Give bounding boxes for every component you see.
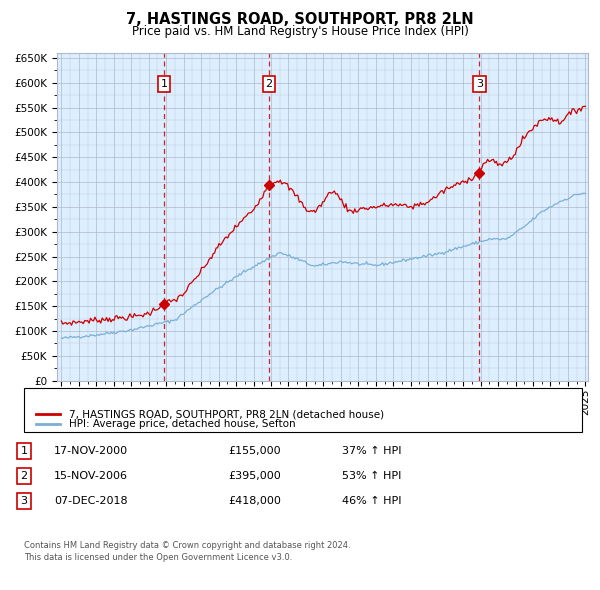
- Text: HPI: Average price, detached house, Sefton: HPI: Average price, detached house, Seft…: [69, 419, 296, 429]
- Text: Contains HM Land Registry data © Crown copyright and database right 2024.: Contains HM Land Registry data © Crown c…: [24, 541, 350, 550]
- Text: 46% ↑ HPI: 46% ↑ HPI: [342, 496, 401, 506]
- Text: £395,000: £395,000: [228, 471, 281, 481]
- Text: 53% ↑ HPI: 53% ↑ HPI: [342, 471, 401, 481]
- Text: 3: 3: [476, 79, 483, 89]
- Text: Price paid vs. HM Land Registry's House Price Index (HPI): Price paid vs. HM Land Registry's House …: [131, 25, 469, 38]
- Text: £418,000: £418,000: [228, 496, 281, 506]
- Text: 7, HASTINGS ROAD, SOUTHPORT, PR8 2LN (detached house): 7, HASTINGS ROAD, SOUTHPORT, PR8 2LN (de…: [69, 409, 384, 419]
- Text: 7, HASTINGS ROAD, SOUTHPORT, PR8 2LN: 7, HASTINGS ROAD, SOUTHPORT, PR8 2LN: [126, 12, 474, 27]
- Text: £155,000: £155,000: [228, 447, 281, 456]
- Text: 1: 1: [20, 447, 28, 456]
- Text: 07-DEC-2018: 07-DEC-2018: [54, 496, 128, 506]
- Text: 17-NOV-2000: 17-NOV-2000: [54, 447, 128, 456]
- Text: 2: 2: [265, 79, 272, 89]
- Text: This data is licensed under the Open Government Licence v3.0.: This data is licensed under the Open Gov…: [24, 553, 292, 562]
- Text: 3: 3: [20, 496, 28, 506]
- Text: 2: 2: [20, 471, 28, 481]
- Text: 37% ↑ HPI: 37% ↑ HPI: [342, 447, 401, 456]
- Text: 15-NOV-2006: 15-NOV-2006: [54, 471, 128, 481]
- Text: 1: 1: [161, 79, 167, 89]
